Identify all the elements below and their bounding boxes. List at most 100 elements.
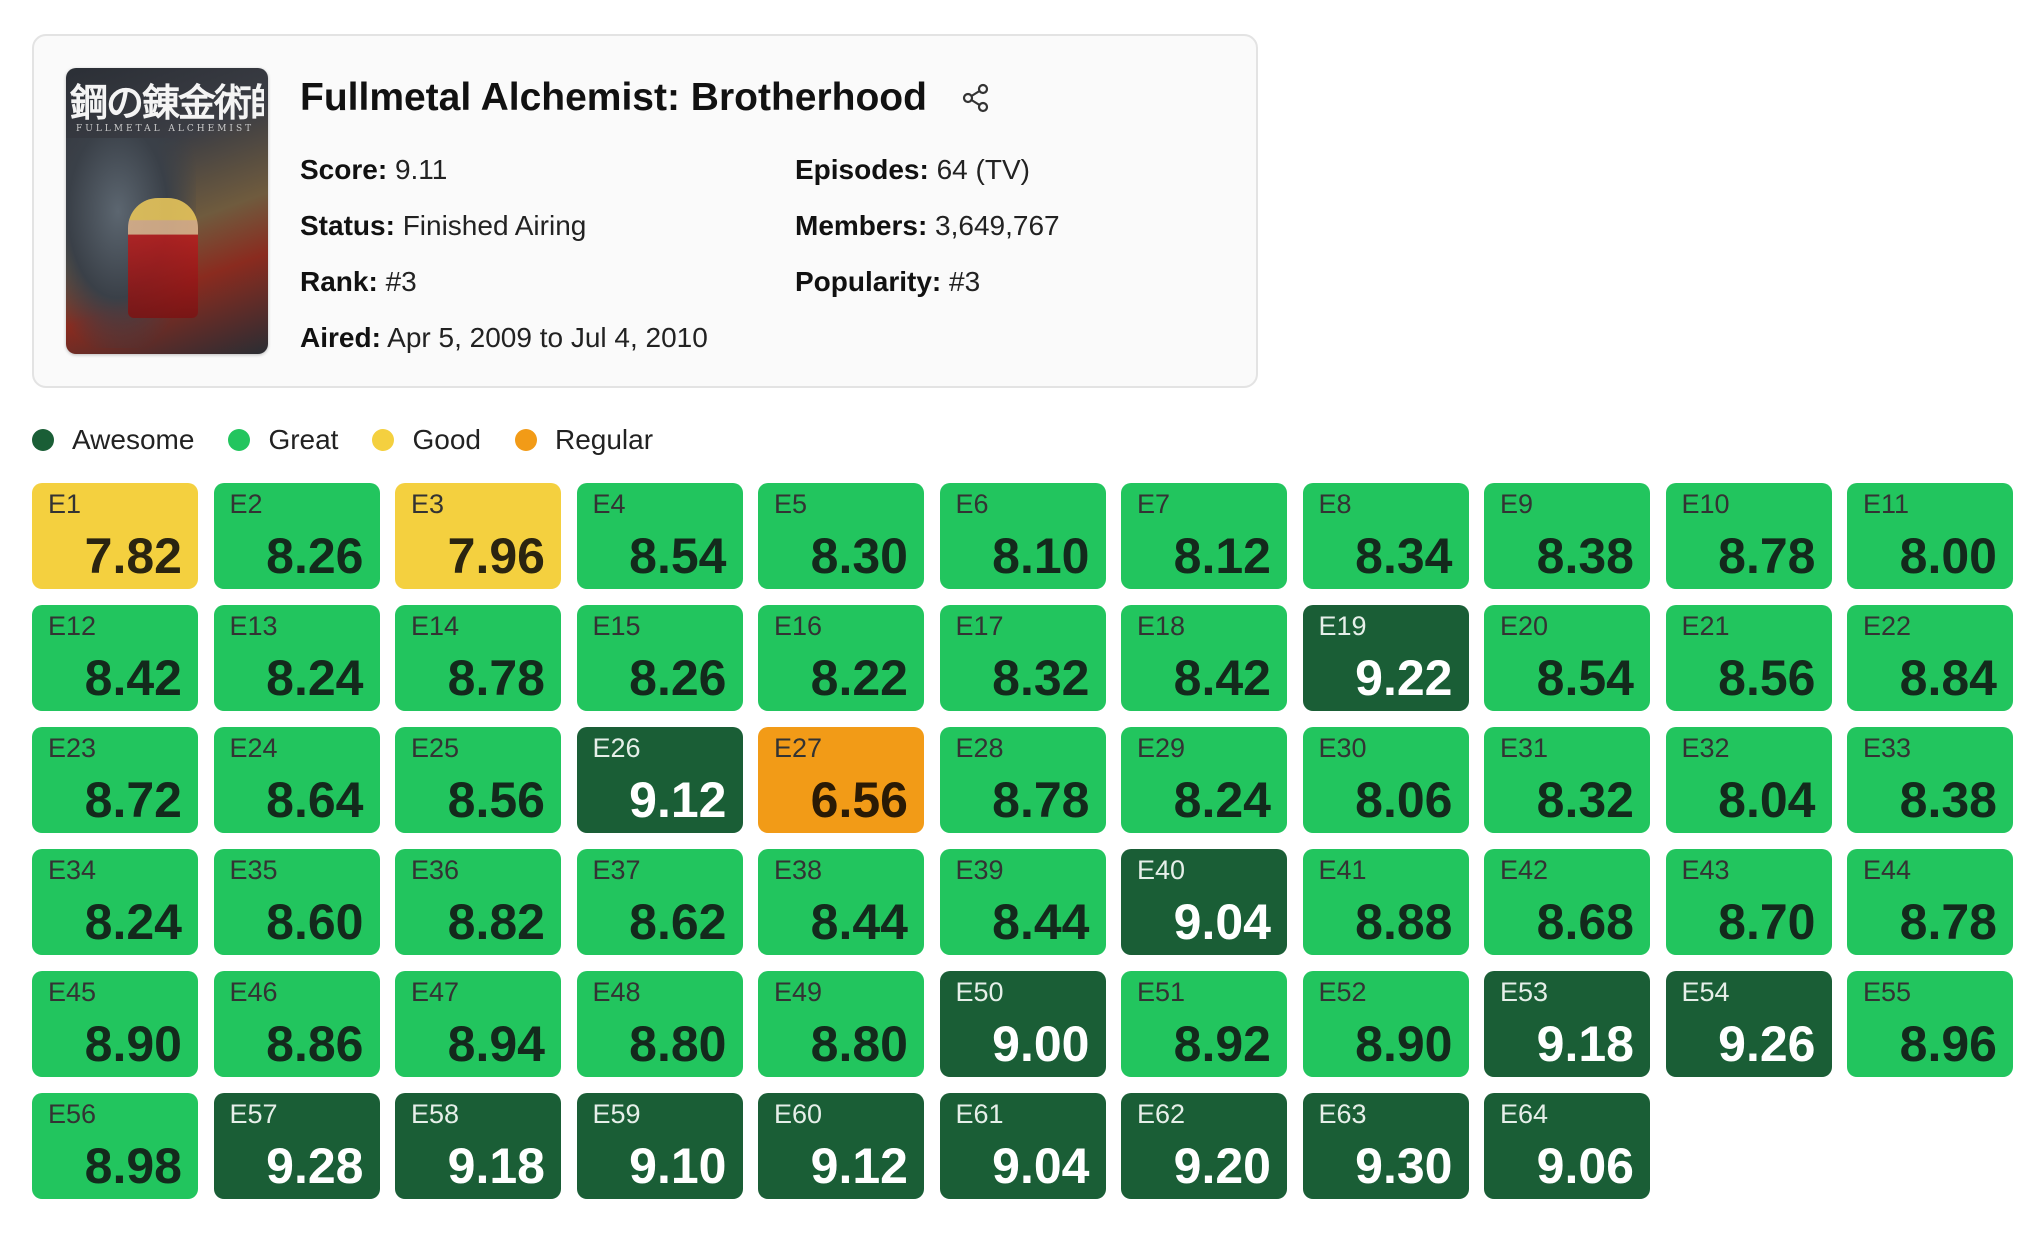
popularity-field: Popularity: #3 xyxy=(795,266,980,298)
episode-tile[interactable]: E56 8.98 xyxy=(32,1093,198,1199)
episode-tile[interactable]: E25 8.56 xyxy=(395,727,561,833)
episode-number: E30 xyxy=(1318,733,1367,763)
episode-tile[interactable]: E32 8.04 xyxy=(1665,727,1832,833)
episode-tile[interactable]: E1 7.82 xyxy=(32,483,198,589)
episode-tile[interactable]: E20 8.54 xyxy=(1484,605,1650,711)
episode-tile[interactable]: E23 8.72 xyxy=(32,727,198,833)
episode-score: 8.24 xyxy=(1173,772,1271,828)
episode-score: 8.96 xyxy=(1899,1016,1997,1072)
episode-tile[interactable]: E24 8.64 xyxy=(213,727,380,833)
episode-tile[interactable]: E10 8.78 xyxy=(1665,483,1832,589)
episode-score: 8.22 xyxy=(810,650,908,706)
episode-tile[interactable]: E27 6.56 xyxy=(758,727,924,833)
episode-score: 9.10 xyxy=(629,1138,727,1194)
episode-tile[interactable]: E6 8.10 xyxy=(939,483,1106,589)
episode-tile[interactable]: E55 8.96 xyxy=(1847,971,2013,1077)
episode-tile[interactable]: E39 8.44 xyxy=(939,849,1106,955)
episode-score: 8.44 xyxy=(810,894,908,950)
episode-tile[interactable]: E54 9.26 xyxy=(1665,971,1832,1077)
episode-number: E38 xyxy=(774,855,823,885)
episode-tile[interactable]: E35 8.60 xyxy=(213,849,380,955)
awesome-dot-icon xyxy=(32,429,54,451)
episode-tile[interactable]: E49 8.80 xyxy=(758,971,924,1077)
episode-score: 8.32 xyxy=(992,650,1090,706)
episode-number: E62 xyxy=(1137,1099,1186,1129)
episode-number: E48 xyxy=(592,977,641,1007)
episode-number: E26 xyxy=(592,733,641,763)
episode-tile[interactable]: E36 8.82 xyxy=(395,849,561,955)
anime-poster[interactable]: 鋼の錬金術師 FULLMETAL ALCHEMIST xyxy=(66,68,268,354)
episode-tile[interactable]: E61 9.04 xyxy=(939,1093,1106,1199)
episode-number: E49 xyxy=(774,977,823,1007)
title-row: Fullmetal Alchemist: Brotherhood xyxy=(300,76,991,120)
rating-legend: Awesome Great Good Regular xyxy=(32,424,687,456)
episode-score: 8.10 xyxy=(992,528,1090,584)
episode-score: 9.00 xyxy=(992,1016,1090,1072)
episode-tile[interactable]: E28 8.78 xyxy=(939,727,1106,833)
episode-tile[interactable]: E34 8.24 xyxy=(32,849,198,955)
episode-tile[interactable]: E52 8.90 xyxy=(1302,971,1469,1077)
episode-tile[interactable]: E26 9.12 xyxy=(576,727,743,833)
episode-tile[interactable]: E47 8.94 xyxy=(395,971,561,1077)
episode-tile[interactable]: E58 9.18 xyxy=(395,1093,561,1199)
episode-score: 8.24 xyxy=(266,650,364,706)
episode-tile[interactable]: E30 8.06 xyxy=(1302,727,1469,833)
episode-tile[interactable]: E46 8.86 xyxy=(213,971,380,1077)
episode-tile[interactable]: E31 8.32 xyxy=(1484,727,1650,833)
episode-tile[interactable]: E51 8.92 xyxy=(1121,971,1287,1077)
episode-number: E11 xyxy=(1863,489,1910,519)
episode-tile[interactable]: E14 8.78 xyxy=(395,605,561,711)
episode-tile[interactable]: E42 8.68 xyxy=(1484,849,1650,955)
episode-number: E12 xyxy=(48,611,97,641)
episode-tile[interactable]: E17 8.32 xyxy=(939,605,1106,711)
episode-tile[interactable]: E57 9.28 xyxy=(213,1093,380,1199)
episode-tile[interactable]: E5 8.30 xyxy=(758,483,924,589)
episode-tile[interactable]: E2 8.26 xyxy=(213,483,380,589)
episode-tile[interactable]: E18 8.42 xyxy=(1121,605,1287,711)
episode-tile[interactable]: E22 8.84 xyxy=(1847,605,2013,711)
episode-tile[interactable]: E12 8.42 xyxy=(32,605,198,711)
episode-score: 8.62 xyxy=(629,894,727,950)
episodes-field: Episodes: 64 (TV) xyxy=(795,154,1030,186)
episode-tile[interactable]: E29 8.24 xyxy=(1121,727,1287,833)
episode-tile[interactable]: E13 8.24 xyxy=(213,605,380,711)
episode-score: 9.26 xyxy=(1718,1016,1816,1072)
episode-tile[interactable]: E40 9.04 xyxy=(1121,849,1287,955)
status-value: Finished Airing xyxy=(402,210,587,241)
status-label: Status: xyxy=(300,210,395,241)
good-dot-icon xyxy=(372,429,395,451)
episode-tile[interactable]: E43 8.70 xyxy=(1665,849,1832,955)
episode-number: E35 xyxy=(229,855,278,885)
episode-tile[interactable]: E53 9.18 xyxy=(1484,971,1650,1077)
share-icon[interactable] xyxy=(961,83,991,113)
episode-tile[interactable]: E60 9.12 xyxy=(758,1093,924,1199)
episode-tile[interactable]: E3 7.96 xyxy=(395,483,561,589)
episode-tile[interactable]: E9 8.38 xyxy=(1484,483,1650,589)
episode-tile[interactable]: E7 8.12 xyxy=(1121,483,1287,589)
episode-tile[interactable]: E8 8.34 xyxy=(1302,483,1469,589)
episode-tile[interactable]: E63 9.30 xyxy=(1302,1093,1469,1199)
episode-number: E40 xyxy=(1137,855,1186,885)
episode-tile[interactable]: E64 9.06 xyxy=(1484,1093,1650,1199)
episode-number: E34 xyxy=(48,855,97,885)
episode-tile[interactable]: E41 8.88 xyxy=(1302,849,1469,955)
episode-tile[interactable]: E4 8.54 xyxy=(576,483,743,589)
episode-tile[interactable]: E48 8.80 xyxy=(576,971,743,1077)
episode-tile[interactable]: E62 9.20 xyxy=(1121,1093,1287,1199)
episode-tile[interactable]: E21 8.56 xyxy=(1665,605,1832,711)
episode-tile[interactable]: E19 9.22 xyxy=(1302,605,1469,711)
episode-tile[interactable]: E45 8.90 xyxy=(32,971,198,1077)
episode-tile[interactable]: E38 8.44 xyxy=(758,849,924,955)
episode-tile[interactable]: E50 9.00 xyxy=(939,971,1106,1077)
episode-tile[interactable]: E16 8.22 xyxy=(758,605,924,711)
episode-score: 8.04 xyxy=(1718,772,1816,828)
episode-tile[interactable]: E33 8.38 xyxy=(1847,727,2013,833)
anime-title[interactable]: Fullmetal Alchemist: Brotherhood xyxy=(300,76,927,119)
episode-tile[interactable]: E37 8.62 xyxy=(576,849,743,955)
episode-tile[interactable]: E11 8.00 xyxy=(1847,483,2013,589)
episode-tile[interactable]: E59 9.10 xyxy=(576,1093,743,1199)
episode-tile[interactable]: E15 8.26 xyxy=(576,605,743,711)
episode-number: E17 xyxy=(955,611,1004,641)
episode-tile[interactable]: E44 8.78 xyxy=(1847,849,2013,955)
episode-score: 8.86 xyxy=(266,1016,364,1072)
